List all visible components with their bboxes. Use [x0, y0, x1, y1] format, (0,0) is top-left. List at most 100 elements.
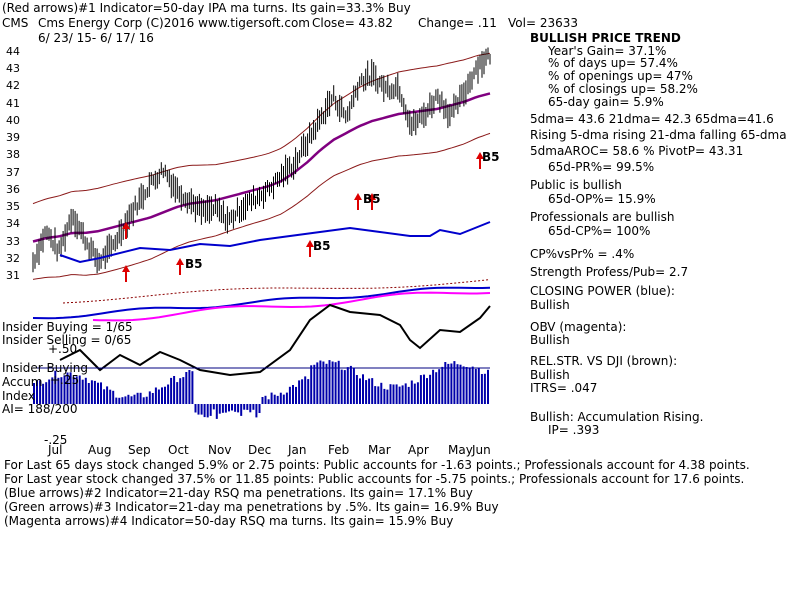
- accum-bar: [42, 383, 45, 404]
- accum-bar: [334, 362, 337, 404]
- accum-bar: [197, 404, 200, 415]
- accum-bar: [389, 384, 392, 404]
- month-label: Jan: [288, 443, 307, 457]
- days-up: % of days up= 57.4%: [548, 56, 678, 70]
- obv-label: OBV (magenta):: [530, 320, 627, 334]
- closing-power-label: CLOSING POWER (blue):: [530, 284, 675, 298]
- obv-value: Bullish: [530, 333, 570, 347]
- closings-up: % of closings up= 58.2%: [548, 82, 698, 96]
- accum-bar: [121, 397, 124, 404]
- accum-bar: [483, 373, 486, 404]
- month-label: Oct: [168, 443, 189, 457]
- trend-title: BULLISH PRICE TREND: [530, 31, 681, 45]
- accum-bar: [374, 386, 377, 404]
- accum-bar: [100, 382, 102, 404]
- insider-selling-label: Insider Selling = 0/65: [2, 333, 132, 347]
- accum-bar: [292, 385, 294, 404]
- accum-bar: [93, 380, 96, 404]
- rising-dma: Rising 5-dma rising 21-dma falling 65-dm…: [530, 128, 787, 142]
- accum-bar: [69, 372, 72, 404]
- indicator-panel: [32, 279, 491, 377]
- accum-bar: [416, 382, 419, 404]
- accum-bar: [249, 404, 252, 413]
- accum-bar: [328, 360, 331, 404]
- accum-bar: [377, 386, 380, 404]
- accum-bar: [298, 380, 301, 404]
- accum-bar: [191, 371, 194, 404]
- month-label: Sep: [128, 443, 151, 457]
- y-tick-label: 43: [6, 62, 20, 76]
- accum-bar: [136, 392, 139, 404]
- accum-bar: [60, 377, 63, 404]
- close-value: Close= 43.82: [312, 16, 393, 30]
- accum-bar: [316, 362, 319, 404]
- public-status: Public is bullish: [530, 178, 622, 192]
- accum-bar: [133, 394, 136, 404]
- accum-bar: [182, 377, 185, 404]
- footer-blue-arrows: (Blue arrows)#2 Indicator=21-day RSQ ma …: [4, 486, 473, 500]
- accum-bar: [404, 383, 407, 404]
- accum-bar: [173, 376, 176, 404]
- accum-bar: [477, 367, 480, 404]
- accum-bar: [398, 386, 401, 404]
- accum-bar: [267, 399, 270, 404]
- openings-up: % of openings up= 47%: [548, 69, 693, 83]
- accum-bar: [349, 365, 352, 404]
- accum-bar: [282, 394, 285, 404]
- accum-bar: [188, 370, 191, 404]
- accum-bar: [206, 404, 209, 418]
- accum-bar: [243, 404, 246, 410]
- accum-bar: [365, 380, 368, 404]
- accum-bar: [209, 404, 212, 416]
- y-tick-label: 42: [6, 79, 20, 93]
- accum-bar: [234, 404, 237, 412]
- accum-bar: [118, 397, 121, 404]
- accum-bar: [410, 380, 413, 404]
- month-label: Dec: [248, 443, 272, 457]
- accum-bar: [426, 378, 428, 404]
- accum-bar: [471, 366, 474, 404]
- accum-bar: [145, 396, 148, 404]
- relstr-line: [62, 279, 491, 304]
- accum-bar: [200, 404, 203, 415]
- y-tick-label: 32: [6, 251, 20, 265]
- accum-bar: [352, 367, 355, 404]
- accum-bar: [340, 369, 343, 404]
- accum-bar: [423, 374, 425, 404]
- accum-bar: [383, 388, 386, 404]
- accum-bar: [343, 370, 346, 404]
- accum-bar: [401, 385, 404, 404]
- month-label: Jul: [48, 443, 63, 457]
- accum-bar: [90, 380, 93, 404]
- footer-65day: For Last 65 days stock changed 5.9% or 2…: [4, 458, 750, 472]
- ip-value: IP= .393: [548, 423, 600, 437]
- price-oscillator-line: [59, 303, 491, 377]
- accum-bar: [255, 404, 258, 418]
- accum-bar: [51, 377, 54, 404]
- accum-bar: [109, 389, 112, 404]
- accum-bar: [380, 382, 383, 404]
- red-arrow: [122, 265, 130, 282]
- accum-bar: [359, 378, 361, 404]
- accum-bar: [355, 375, 358, 404]
- accum-bar: [139, 392, 142, 404]
- accum-bar: [246, 404, 249, 410]
- y-tick-label: 40: [6, 113, 20, 127]
- accum-bar: [176, 382, 179, 404]
- accum-label-3: Index: [2, 389, 36, 403]
- upper-band: [32, 52, 491, 205]
- accum-bar: [154, 387, 157, 404]
- accum-bar: [480, 374, 483, 404]
- accum-bar: [435, 372, 438, 404]
- accum-label-4: AI= 188/200: [2, 402, 78, 416]
- gain-65day: 65-day gain= 5.9%: [548, 95, 664, 109]
- cp-vs-pr: CP%vsPr% = .4%: [530, 247, 635, 261]
- accum-bar: [468, 367, 471, 404]
- footer-magenta-arrows: (Magenta arrows)#4 Indicator=50-day RSQ …: [4, 514, 454, 528]
- accum-bar: [307, 379, 310, 404]
- accum-bar: [151, 393, 154, 404]
- accum-tick-plus25: +.25: [50, 373, 80, 387]
- accum-bar: [432, 369, 435, 404]
- accum-bar: [295, 386, 297, 404]
